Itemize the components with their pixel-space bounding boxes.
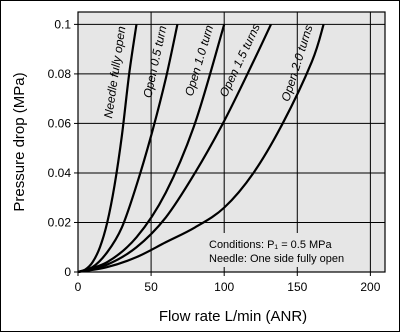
x-tick-label: 150 xyxy=(287,280,307,294)
plot-border xyxy=(77,11,386,273)
x-tick-label: 100 xyxy=(214,280,234,294)
y-tick-label: 0 xyxy=(64,265,71,279)
x-axis-label: Flow rate L/min (ANR) xyxy=(159,308,307,325)
tick-labels: 0 50 100 150 200 0 0.02 0.04 0.06 0.08 0.1 xyxy=(48,17,381,294)
series-line-5 xyxy=(77,24,325,274)
series-line-1 xyxy=(77,24,138,274)
y-tick-label: 0.02 xyxy=(48,215,72,229)
plot-area xyxy=(78,12,385,272)
x-tick-label: 200 xyxy=(360,280,380,294)
series-line-3 xyxy=(77,24,226,274)
conditions-line-1: Conditions: P₁ = 0.5 MPa xyxy=(209,239,333,251)
grid xyxy=(74,12,385,276)
y-axis-label: Pressure drop (MPa) xyxy=(11,72,28,211)
series-group xyxy=(77,23,325,274)
conditions-line-2: Needle: One side fully open xyxy=(209,253,344,265)
y-tick-label: 0.04 xyxy=(48,166,72,180)
x-tick-label: 50 xyxy=(144,280,158,294)
x-tick-label: 0 xyxy=(75,280,82,294)
y-tick-label: 0.08 xyxy=(48,67,72,81)
series-line-2 xyxy=(77,24,179,274)
y-tick-label: 0.06 xyxy=(48,116,72,130)
series-line-4 xyxy=(77,23,272,274)
conditions-box xyxy=(205,233,367,267)
y-tick-label: 0.1 xyxy=(54,17,71,31)
